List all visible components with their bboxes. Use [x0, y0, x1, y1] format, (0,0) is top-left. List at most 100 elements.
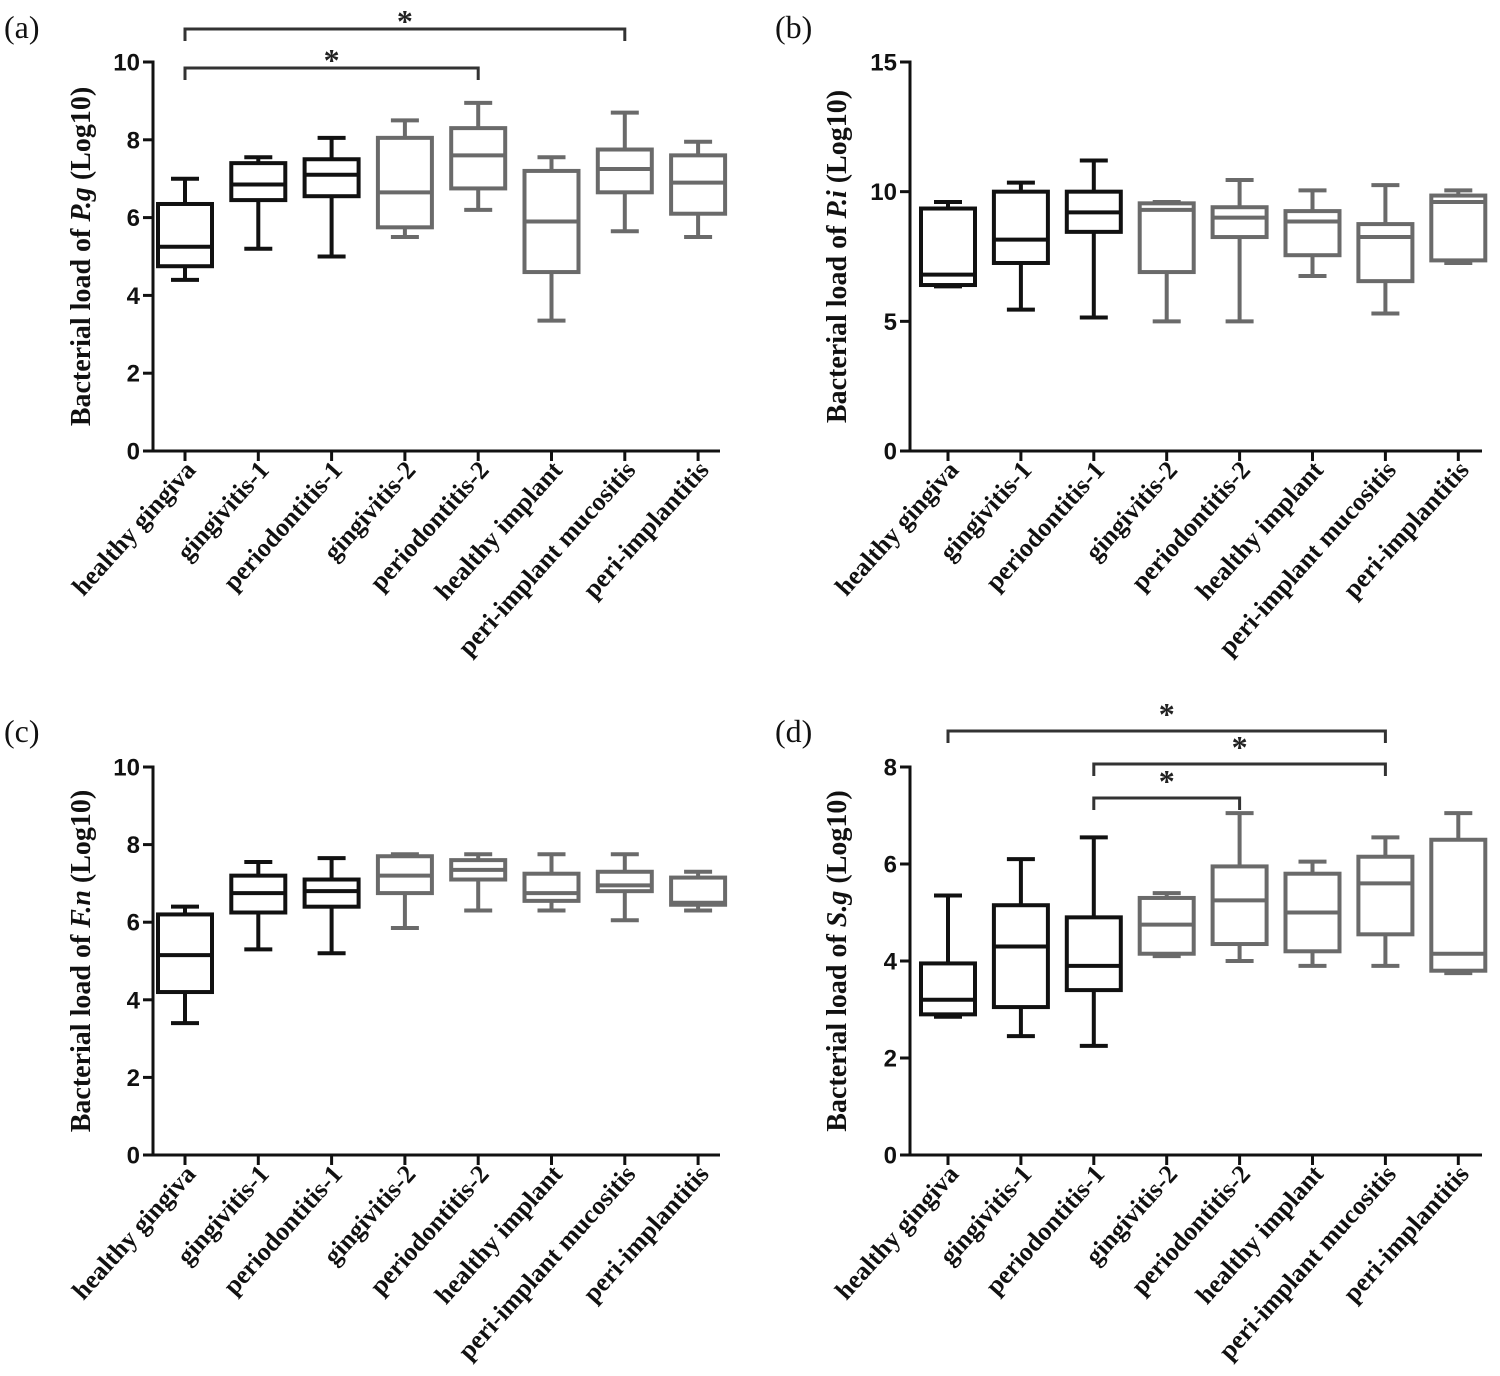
box-plot	[1210, 177, 1269, 324]
box-plot	[156, 904, 214, 1026]
y-tick-label: 4	[127, 283, 141, 310]
iqr-box	[1137, 201, 1196, 275]
box-plot	[919, 200, 977, 289]
category-label: peri-implantitis	[1337, 456, 1475, 604]
y-tick-label: 2	[884, 1046, 897, 1073]
box-plot	[595, 852, 654, 923]
box-plot	[1356, 183, 1415, 316]
category-label: healthy gingiva	[829, 456, 964, 602]
y-tick-label: 8	[127, 127, 140, 154]
significance-star: *	[1159, 696, 1175, 732]
box-plot	[375, 118, 434, 240]
panel-d: (d) 0 2 4 6 8 Bacterial load of S.g (Log10) hea…	[775, 696, 1488, 1365]
y-tick-label: 10	[870, 179, 897, 206]
iqr-box	[991, 903, 1050, 1010]
category-label: healthy implant	[1190, 1159, 1329, 1309]
y-tick-label: 4	[884, 949, 898, 976]
significance-star: *	[324, 42, 340, 78]
significance-star: *	[1159, 763, 1175, 799]
y-tick-label: 2	[127, 1065, 140, 1092]
iqr-box	[1210, 864, 1269, 947]
y-tick-label: 0	[884, 439, 897, 466]
iqr-box	[919, 961, 977, 1017]
box-plot	[1356, 835, 1415, 968]
box-plot	[595, 110, 654, 234]
box-plot	[229, 155, 288, 251]
panel-label: (a)	[4, 9, 40, 45]
category-label: peri-implantitis	[1337, 1160, 1475, 1308]
box-plot	[1064, 835, 1123, 1048]
y-axis-title-prefix: Bacterial load of	[822, 927, 853, 1132]
iqr-box	[449, 126, 508, 191]
box-plot	[991, 857, 1050, 1039]
box-plot	[302, 856, 361, 956]
panel-label: (c)	[4, 713, 40, 749]
iqr-box	[156, 201, 214, 269]
y-tick-label: 8	[127, 832, 140, 859]
panel-c: (c) 0 2 4 6 8 10 Bacterial load of F.n (Log10) h…	[4, 713, 728, 1365]
box-plot	[156, 176, 214, 282]
y-axis-title-prefix: Bacterial load of	[66, 222, 97, 427]
y-tick-label: 0	[884, 1143, 897, 1170]
significance-bracket	[946, 729, 1387, 743]
box-plot	[669, 869, 728, 913]
box-plot	[1429, 811, 1488, 976]
box-plot	[449, 100, 508, 212]
y-tick-label: 15	[870, 50, 897, 77]
significance-bracket	[183, 66, 480, 80]
box-plot	[669, 139, 728, 240]
box-plot	[1210, 811, 1269, 963]
box-plot	[522, 155, 581, 323]
y-axis-title-suffix: (Log10)	[66, 790, 97, 890]
category-label: peri-implantitis	[577, 456, 715, 604]
significance-star: *	[1232, 729, 1248, 765]
iqr-box	[1429, 193, 1488, 263]
panel-a: (a) 0 2 4 6 8 10 Bacterial load of P.g (Log10) h…	[4, 3, 728, 661]
y-axis-title: Bacterial load of P.i (Log10)	[822, 90, 853, 423]
y-tick-label: 10	[113, 755, 140, 782]
y-axis-title-suffix: (Log10)	[822, 90, 853, 190]
iqr-box	[302, 157, 361, 199]
iqr-box	[229, 161, 288, 203]
box-plot	[991, 180, 1050, 312]
box-plot	[375, 852, 434, 931]
category-label: healthy implant	[1190, 455, 1329, 605]
box-plot	[919, 893, 977, 1019]
box-plot	[1137, 891, 1196, 959]
iqr-box	[1210, 205, 1269, 240]
iqr-box	[1283, 209, 1342, 258]
category-label: healthy implant	[429, 455, 568, 605]
significance-bracket	[1092, 796, 1242, 810]
y-tick-label: 6	[127, 910, 140, 937]
box-plot	[229, 860, 288, 952]
y-axis-title: Bacterial load of P.g (Log10)	[66, 87, 97, 426]
iqr-box	[669, 875, 728, 907]
box-plot	[1283, 188, 1342, 278]
box-plot	[1137, 200, 1196, 324]
box-plot	[1429, 188, 1488, 265]
category-label: healthy gingiva	[66, 456, 201, 602]
y-axis-title-suffix: (Log10)	[66, 87, 97, 187]
category-label: healthy gingiva	[66, 1160, 201, 1306]
y-axis-title-prefix: Bacterial load of	[822, 219, 853, 424]
y-tick-label: 2	[127, 361, 140, 388]
category-label: healthy implant	[429, 1159, 568, 1309]
y-tick-label: 6	[127, 205, 140, 232]
panel-label: (b)	[775, 9, 812, 45]
box-plot	[1283, 859, 1342, 968]
y-tick-label: 4	[127, 987, 141, 1014]
iqr-box	[1064, 915, 1123, 993]
y-tick-label: 0	[127, 439, 140, 466]
iqr-box	[919, 206, 977, 288]
panel-label: (d)	[775, 713, 812, 749]
y-axis-title-species: S.g	[822, 891, 853, 928]
y-axis-title-species: F.n	[66, 890, 97, 929]
box-plot	[1064, 158, 1123, 320]
significance-bracket	[183, 27, 627, 41]
iqr-box	[595, 869, 654, 894]
panel-b: (b) 0 5 10 15 Bacterial load of P.i (Log10) he…	[775, 9, 1488, 661]
y-axis-title-suffix: (Log10)	[822, 790, 853, 890]
box-plot	[302, 135, 361, 259]
category-label: healthy gingiva	[829, 1160, 964, 1306]
y-tick-label: 6	[884, 852, 897, 879]
